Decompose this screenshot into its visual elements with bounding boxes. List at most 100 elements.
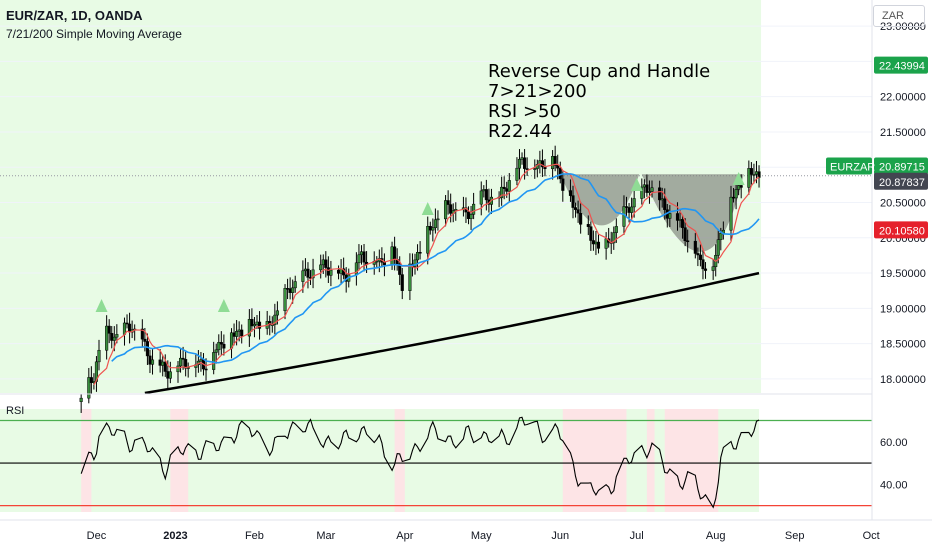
candle <box>525 168 529 170</box>
candle <box>329 269 333 276</box>
y-tick-label: 18.00000 <box>880 374 926 386</box>
y-tick-label: 21.50000 <box>880 127 926 139</box>
currency-selector[interactable]: ZAR <box>873 5 925 27</box>
stop-price-label: 20.10580 <box>879 225 925 237</box>
candle <box>645 184 649 193</box>
x-tick-label: Oct <box>863 530 880 542</box>
candle <box>273 314 277 325</box>
rsi-background <box>0 409 760 512</box>
candle <box>418 252 422 254</box>
y-tick-label: 18.50000 <box>880 339 926 351</box>
y-tick-label: 22.00000 <box>880 92 926 104</box>
rsi-weak-zone <box>664 409 719 512</box>
candle <box>428 226 432 231</box>
candle <box>449 204 453 214</box>
last-price-label: 20.89715 <box>879 161 925 173</box>
candle <box>579 212 583 225</box>
candle <box>150 359 155 365</box>
candle <box>166 371 170 379</box>
candle <box>433 219 437 229</box>
last-price-label-bg <box>874 157 928 175</box>
rsi-weak-zone <box>562 409 627 512</box>
candle <box>176 365 180 373</box>
symbol-title: EUR/ZAR, 1D, OANDA <box>6 8 143 23</box>
candle <box>112 336 116 341</box>
candle <box>321 259 325 266</box>
candle <box>250 319 254 327</box>
candle <box>252 324 257 327</box>
candle <box>729 196 733 231</box>
annotation-line: Reverse Cup and Handle <box>488 61 711 82</box>
candle <box>283 288 287 312</box>
trend-up-marker <box>421 202 434 215</box>
candle <box>390 246 394 266</box>
candle <box>426 226 430 254</box>
x-tick-label: Feb <box>245 530 264 542</box>
candle <box>622 206 626 227</box>
moving-averages <box>93 163 760 395</box>
stop-price-label-bg <box>874 221 928 239</box>
candle <box>523 157 527 169</box>
rsi-tick-label: 60.00 <box>880 437 908 449</box>
candle <box>482 189 486 192</box>
candle <box>268 321 272 325</box>
candle <box>517 158 522 169</box>
candle <box>749 168 753 175</box>
candle <box>515 167 519 181</box>
x-tick-label: Jun <box>551 530 569 542</box>
candle <box>301 270 305 282</box>
candle <box>484 189 488 201</box>
candle <box>612 232 616 244</box>
candle <box>642 184 646 188</box>
candle <box>739 185 743 188</box>
candle <box>291 287 295 293</box>
trend-markers <box>95 172 745 312</box>
candle <box>436 218 440 221</box>
candle <box>573 207 578 210</box>
x-tick-label: Jul <box>630 530 644 542</box>
candle <box>319 264 323 271</box>
candle <box>255 321 259 325</box>
candle <box>140 328 144 340</box>
candle <box>105 325 109 351</box>
x-tick-label: 2023 <box>163 530 187 542</box>
candle <box>163 361 167 372</box>
annotation-line: RSI >50 <box>488 101 561 122</box>
candle <box>446 200 450 205</box>
candle <box>589 226 593 241</box>
candle <box>568 190 573 196</box>
candle <box>408 263 412 291</box>
candle <box>520 157 524 160</box>
candle <box>650 187 654 192</box>
candle <box>199 359 203 362</box>
candle <box>711 266 715 271</box>
candle <box>658 187 662 201</box>
trend-up-marker <box>95 299 108 312</box>
candle <box>675 213 680 221</box>
rsi-weak-zone <box>394 409 405 512</box>
candle <box>247 319 251 337</box>
grid <box>0 25 872 380</box>
candle <box>128 323 132 333</box>
trend-up-marker <box>217 299 230 312</box>
candle <box>472 203 476 215</box>
candle <box>235 331 239 337</box>
candle <box>288 288 292 293</box>
candle <box>540 160 544 168</box>
candle <box>752 174 756 176</box>
candle <box>576 209 580 214</box>
rsi-weak-zone <box>646 409 655 512</box>
candle <box>647 191 652 193</box>
candle <box>558 167 562 180</box>
candle <box>678 219 682 221</box>
candle <box>614 226 618 233</box>
candle <box>686 240 690 243</box>
rsi-line <box>80 416 760 509</box>
candle <box>217 342 221 351</box>
candle <box>571 195 575 208</box>
candle <box>232 332 236 337</box>
candle <box>703 268 708 271</box>
x-tick-label: Apr <box>396 530 413 542</box>
